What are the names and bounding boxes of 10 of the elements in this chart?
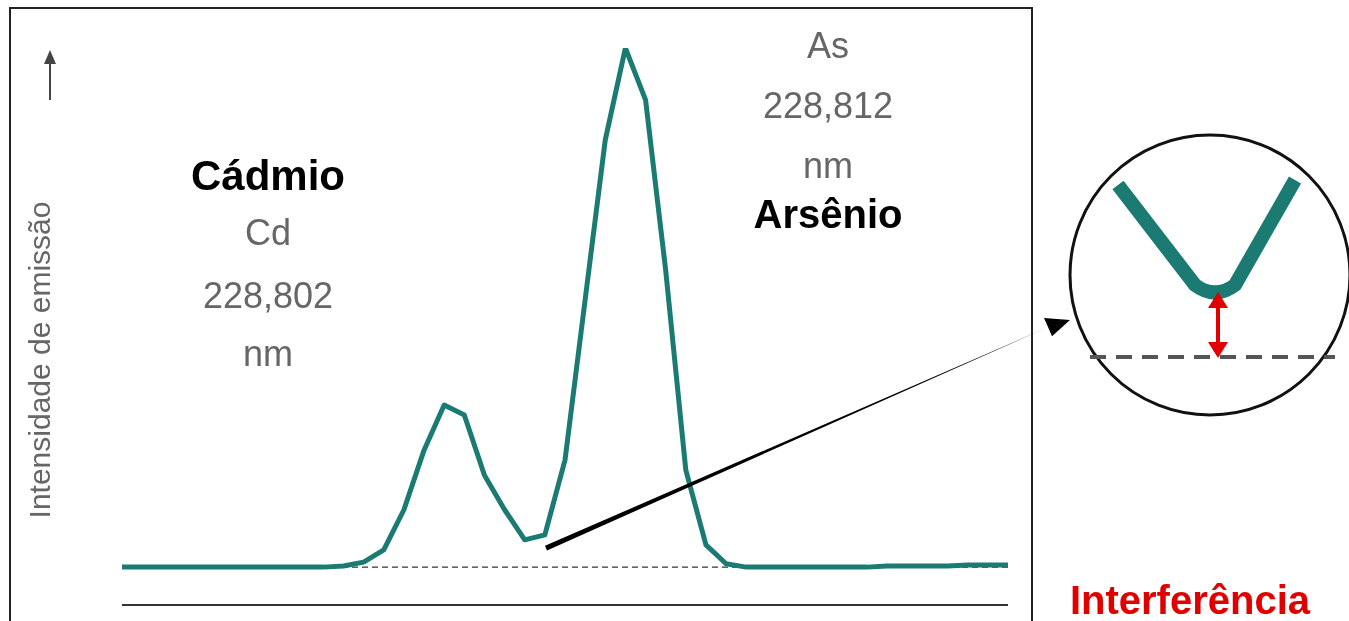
annotation: nm (242, 333, 294, 374)
annotation: Cd (244, 212, 292, 253)
y-axis-title: Intensidade de emissão (23, 201, 56, 519)
annotation: nm (802, 145, 854, 186)
annotation: Cádmio (190, 152, 346, 199)
annotation: 228,812 (762, 85, 894, 126)
annotation: As (806, 25, 850, 66)
annotation: 228,802 (202, 275, 334, 316)
annotation: Arsênio (753, 192, 903, 236)
text: Interferência (1069, 578, 1311, 621)
